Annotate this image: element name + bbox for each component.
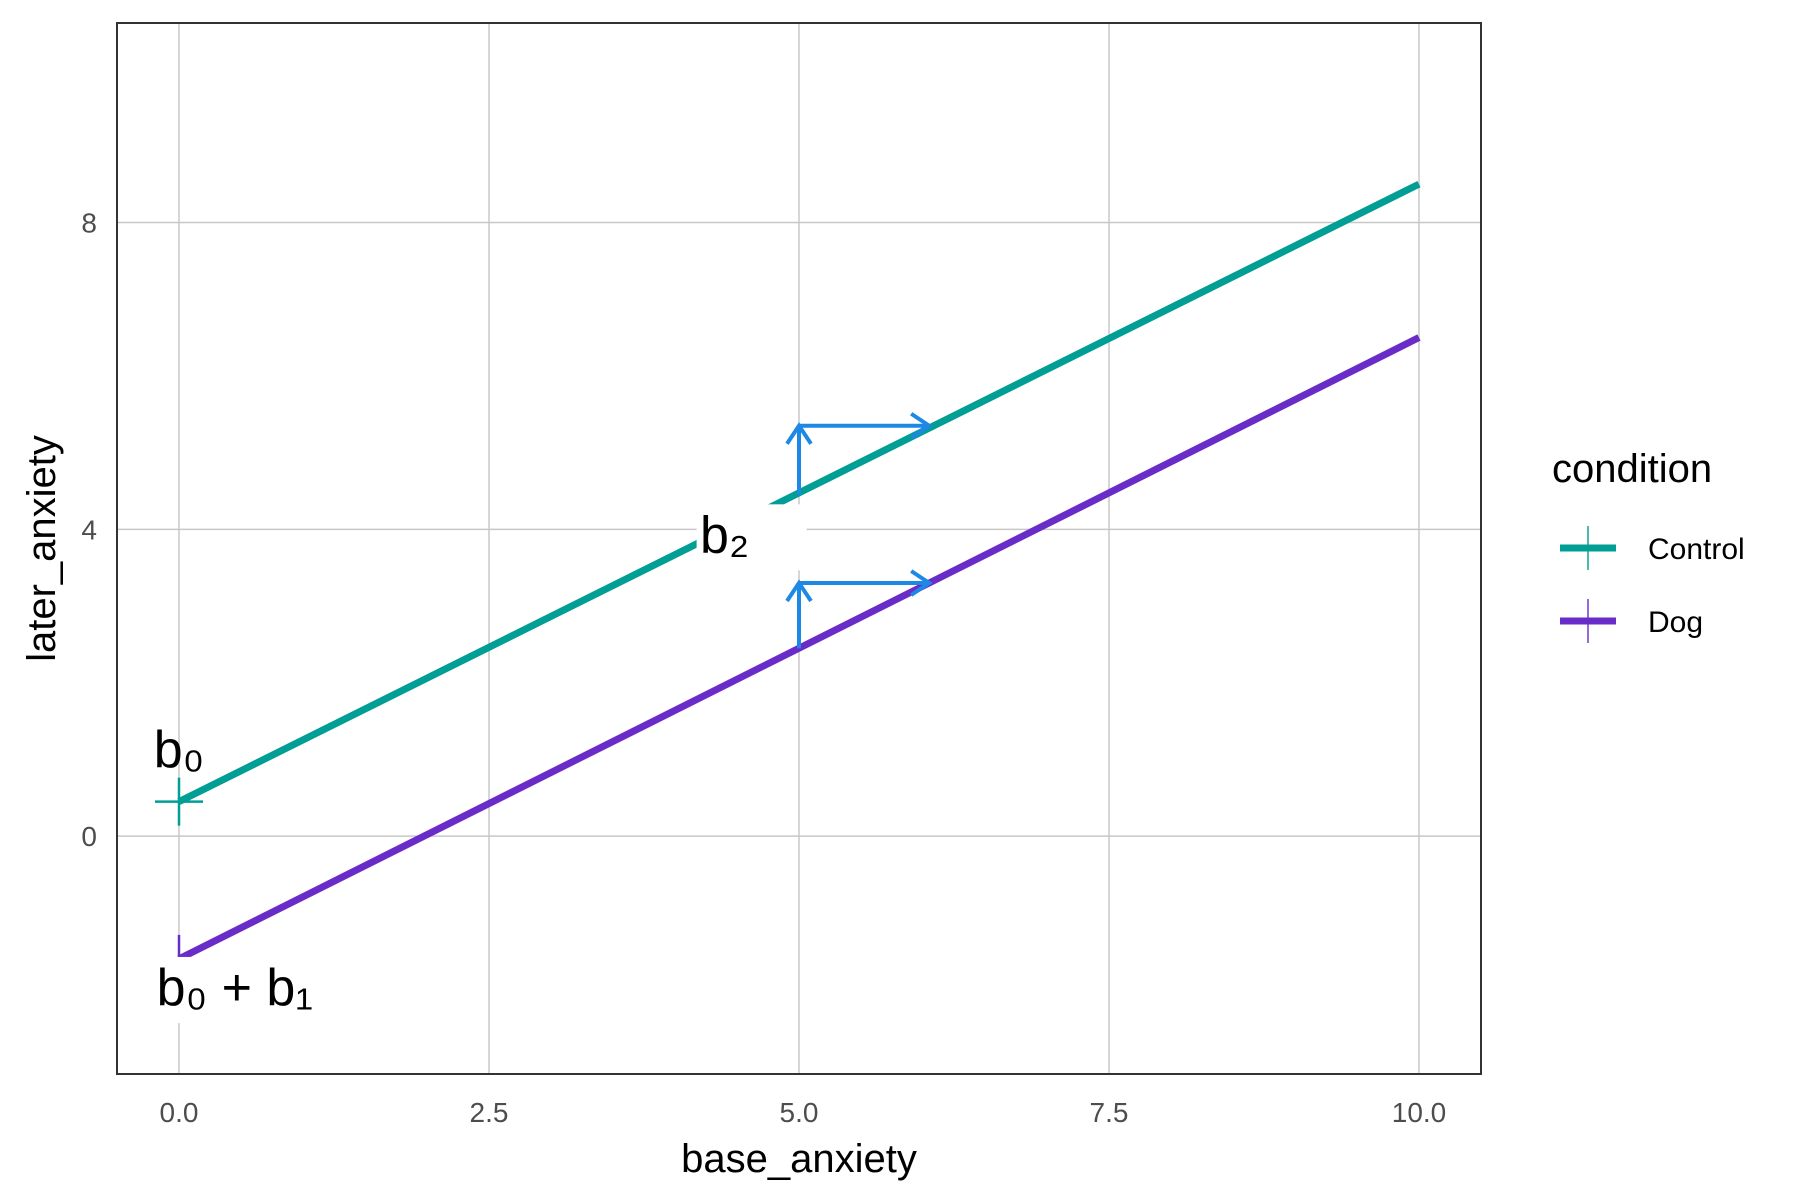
tick-labels: 0.0 2.5 5.0 7.5 10.0 0 4 8 [81,207,1446,1128]
plot-panel-border [116,22,1482,1075]
annotation-b2: b₂ [700,506,749,564]
slope-arrows [785,412,933,649]
y-axis-title: later_anxiety [20,435,64,662]
legend: condition Control Dog [1552,447,1745,643]
legend-label-control: Control [1648,533,1745,566]
x-axis-title: base_anxiety [681,1137,917,1181]
y-tick-label: 8 [81,207,97,238]
annotation-b0: b₀ [154,721,205,779]
annotations: b₀ b₀ + b₁ b₂ [126,504,807,1023]
y-tick-label: 0 [81,821,97,852]
x-tick-label: 10.0 [1392,1097,1447,1128]
y-tick-label: 4 [81,514,97,545]
slope-arrow-right-head [910,412,933,440]
b0-b1-label-background [126,956,347,1023]
x-tick-label: 5.0 [780,1097,819,1128]
legend-label-dog: Dog [1648,606,1703,639]
x-tick-label: 0.0 [160,1097,199,1128]
x-tick-label: 7.5 [1090,1097,1129,1128]
slope-arrow-right-head [910,569,933,597]
annotation-b0-plus-b1: b₀ + b₁ [157,959,313,1017]
x-tick-label: 2.5 [470,1097,509,1128]
legend-title: condition [1552,447,1712,491]
b2-label-background [696,504,807,571]
